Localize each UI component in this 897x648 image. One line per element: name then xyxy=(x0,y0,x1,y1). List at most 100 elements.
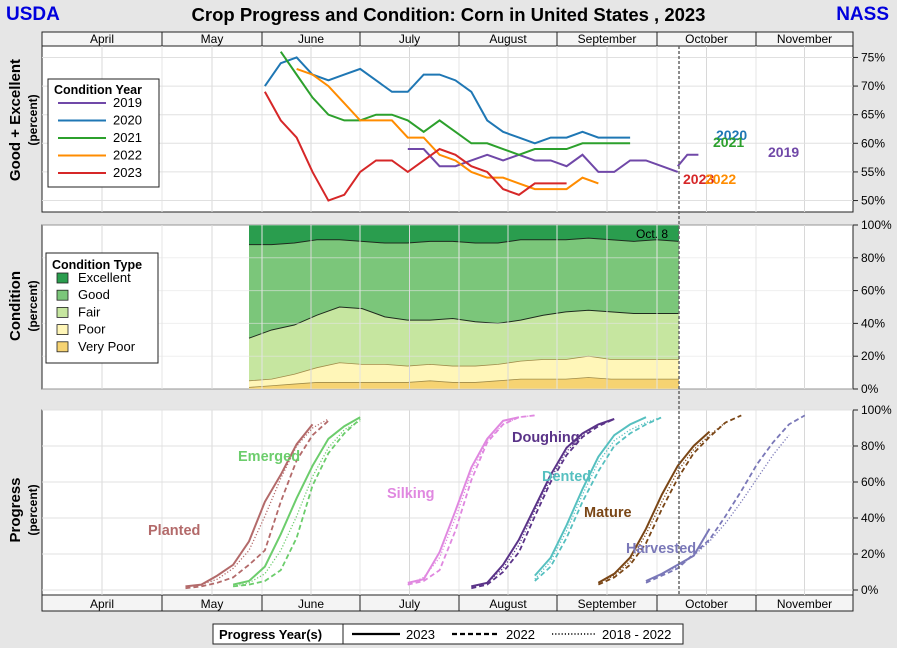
stage-label-dented: Dented xyxy=(542,469,591,485)
y-tick-label: 0% xyxy=(861,583,879,597)
month-footer-label-september: September xyxy=(578,597,637,611)
month-footer-label-july: July xyxy=(399,597,420,611)
month-footer-label-october: October xyxy=(685,597,728,611)
condition-type-legend-title: Condition Type xyxy=(52,258,142,272)
legend-label-2018-2022: 2018 - 2022 xyxy=(602,627,671,642)
progress-dented-y2022 xyxy=(534,416,663,582)
progress-year-legend-title: Progress Year(s) xyxy=(219,627,322,642)
month-header-label-september: September xyxy=(578,32,637,46)
progress-dented-avg xyxy=(534,416,663,580)
y-tick-label: 70% xyxy=(861,79,885,93)
usda-label: USDA xyxy=(6,4,60,25)
y-axis-title-progress-sub: (percent) xyxy=(26,484,40,535)
month-header-label-november: November xyxy=(777,32,832,46)
progress-mature-y2023 xyxy=(597,430,711,584)
month-header-label-april: April xyxy=(90,32,114,46)
progress-harvested-y2022 xyxy=(645,414,806,584)
progress-mature-avg xyxy=(598,422,726,584)
line-2019-end xyxy=(676,153,699,167)
y-tick-label: 40% xyxy=(861,511,885,525)
legend-label-2019: 2019 xyxy=(113,95,142,110)
progress-silking-y2022 xyxy=(407,414,535,586)
month-footer-label-november: November xyxy=(777,597,832,611)
progress-dented-y2023 xyxy=(534,416,647,577)
legend-swatch-fair xyxy=(56,306,69,318)
nass-label: NASS xyxy=(836,4,889,25)
y-tick-label: 60% xyxy=(861,136,885,150)
condition-year-legend xyxy=(47,78,160,188)
legend-swatch-very-poor xyxy=(56,341,69,353)
y-axis-title-good-excellent-sub: (percent) xyxy=(26,94,40,145)
legend-label-2022: 2022 xyxy=(506,627,535,642)
y-tick-label: 100% xyxy=(861,218,892,232)
legend-label-2020: 2020 xyxy=(113,113,142,128)
stage-label-mature: Mature xyxy=(584,505,632,521)
progress-mature-y2022 xyxy=(597,414,742,586)
progress-planted-avg xyxy=(185,418,329,588)
progress-silking-y2023 xyxy=(407,416,520,584)
progress-doughing-avg xyxy=(471,418,615,588)
legend-label-2022: 2022 xyxy=(113,148,142,163)
condition-year-legend-title: Condition Year xyxy=(54,83,142,97)
progress-emerged-y2023 xyxy=(232,416,361,586)
legend-label-very-poor: Very Poor xyxy=(78,339,136,354)
y-tick-label: 100% xyxy=(861,403,892,417)
y-tick-label: 80% xyxy=(861,439,885,453)
progress-year-legend xyxy=(212,623,684,645)
area-good xyxy=(249,238,679,339)
progress-doughing-y2022 xyxy=(471,418,615,590)
line-2021 xyxy=(279,51,631,156)
legend-label-2023: 2023 xyxy=(113,165,142,180)
month-footer-strip xyxy=(41,594,854,612)
y-axis-title-condition: Condition xyxy=(7,271,24,341)
y-tick-label: 60% xyxy=(861,475,885,489)
month-footer-label-august: August xyxy=(489,597,527,611)
end-label-2021: 2021 xyxy=(713,134,744,150)
good-excellent-panel xyxy=(41,31,854,213)
progress-panel xyxy=(41,409,854,596)
y-axis-title-good-excellent: Good + Excellent xyxy=(7,59,24,181)
month-header-label-august: August xyxy=(489,32,527,46)
stage-label-doughing: Doughing xyxy=(512,430,580,446)
date-marker-label: Oct. 8 xyxy=(636,227,668,241)
y-tick-label: 0% xyxy=(861,382,879,396)
area-very-poor xyxy=(249,377,679,389)
area-fair xyxy=(249,307,679,381)
stage-label-silking: Silking xyxy=(387,486,435,502)
end-label-2019: 2019 xyxy=(768,144,799,160)
legend-label-2021: 2021 xyxy=(113,130,142,145)
y-tick-label: 80% xyxy=(861,251,885,265)
y-tick-label: 20% xyxy=(861,349,885,363)
y-tick-label: 75% xyxy=(861,50,885,64)
y-tick-label: 50% xyxy=(861,194,885,208)
legend-swatch-excellent xyxy=(56,272,69,284)
y-tick-label: 65% xyxy=(861,108,885,122)
line-2022 xyxy=(296,67,599,191)
y-axis-title-condition-sub: (percent) xyxy=(26,280,40,331)
month-header-label-october: October xyxy=(685,32,728,46)
month-header-strip xyxy=(41,31,854,47)
line-2019 xyxy=(407,148,679,173)
month-footer-label-may: May xyxy=(201,597,224,611)
progress-doughing-y2023 xyxy=(471,418,615,588)
month-footer-label-april: April xyxy=(90,597,114,611)
month-header-label-may: May xyxy=(201,32,224,46)
month-footer-label-june: June xyxy=(298,597,324,611)
stage-label-emerged: Emerged xyxy=(238,449,300,465)
progress-emerged-y2022 xyxy=(233,418,361,588)
y-tick-label: 20% xyxy=(861,547,885,561)
page-title: Crop Progress and Condition: Corn in Uni… xyxy=(191,4,706,25)
line-2023 xyxy=(264,91,567,202)
progress-planted-y2022 xyxy=(185,420,330,590)
legend-label-fair: Fair xyxy=(78,304,101,319)
legend-label-2023: 2023 xyxy=(406,627,435,642)
y-tick-label: 60% xyxy=(861,284,885,298)
end-label-2020: 2020 xyxy=(716,127,747,143)
month-header-label-june: June xyxy=(298,32,324,46)
legend-label-good: Good xyxy=(78,287,110,302)
area-poor xyxy=(249,356,679,388)
y-tick-label: 40% xyxy=(861,316,885,330)
progress-harvested-y2023 xyxy=(645,528,711,582)
month-header-label-july: July xyxy=(399,32,420,46)
